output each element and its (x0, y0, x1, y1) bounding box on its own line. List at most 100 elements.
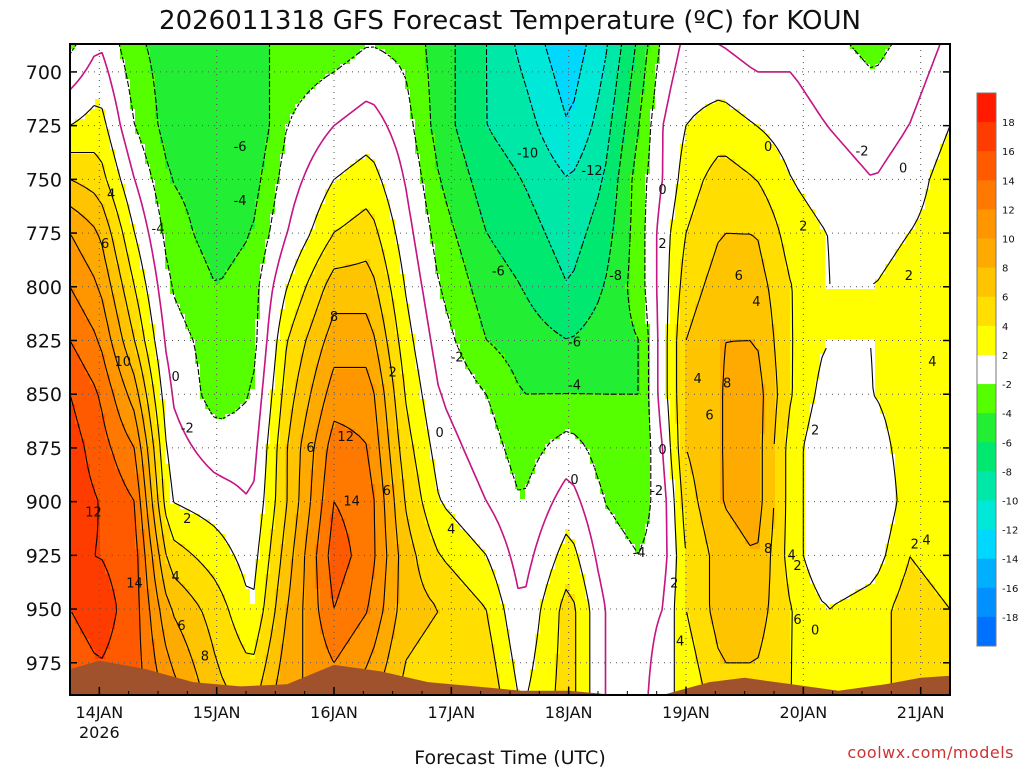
field-cell (90, 454, 96, 460)
field-cell (125, 289, 131, 295)
field-cell (90, 624, 96, 630)
field-cell (80, 334, 86, 340)
field-cell (185, 369, 191, 375)
field-cell (155, 174, 161, 180)
field-cell (75, 654, 81, 660)
field-cell (80, 539, 86, 545)
field-cell (190, 634, 196, 640)
field-cell (90, 314, 96, 320)
field-cell (150, 529, 156, 535)
field-cell (145, 149, 151, 155)
field-cell (150, 139, 156, 145)
field-cell (115, 134, 121, 140)
field-cell (165, 109, 171, 115)
field-cell (85, 304, 91, 310)
field-cell (160, 434, 166, 440)
field-cell (195, 444, 201, 450)
field-cell (200, 74, 206, 80)
field-cell (205, 94, 211, 100)
field-cell (95, 309, 101, 315)
field-cell (130, 424, 136, 430)
field-cell (105, 169, 111, 175)
field-cell (140, 84, 146, 90)
field-cell (105, 104, 111, 110)
field-cell (75, 634, 81, 640)
field-cell (205, 669, 211, 675)
field-cell (170, 314, 176, 320)
field-cell (90, 289, 96, 295)
field-cell (175, 359, 181, 365)
field-cell (155, 564, 161, 570)
field-cell (180, 169, 186, 175)
field-cell (210, 259, 216, 265)
field-cell (180, 464, 186, 470)
field-cell (200, 414, 206, 420)
field-cell (120, 554, 126, 560)
field-cell (120, 299, 126, 305)
field-cell (210, 144, 216, 150)
field-cell (205, 449, 211, 455)
field-cell (125, 64, 131, 70)
field-cell (195, 409, 201, 415)
field-cell (185, 139, 191, 145)
field-cell (90, 449, 96, 455)
field-cell (105, 254, 111, 260)
field-cell (105, 629, 111, 635)
field-cell (210, 359, 216, 365)
field-cell (100, 129, 106, 135)
field-cell (205, 529, 211, 535)
field-cell (165, 64, 171, 70)
field-cell (75, 454, 81, 460)
field-cell (125, 524, 131, 530)
field-cell (210, 629, 216, 635)
field-cell (190, 259, 196, 265)
field-cell (100, 449, 106, 455)
field-cell (100, 94, 106, 100)
field-cell (155, 624, 161, 630)
field-cell (145, 194, 151, 200)
field-cell (210, 564, 216, 570)
field-cell (125, 534, 131, 540)
field-cell (150, 99, 156, 105)
field-cell (140, 474, 146, 480)
field-cell (200, 154, 206, 160)
field-cell (140, 289, 146, 295)
field-cell (85, 614, 91, 620)
field-cell (110, 214, 116, 220)
field-cell (90, 294, 96, 300)
field-cell (185, 339, 191, 345)
field-cell (185, 539, 191, 545)
field-cell (110, 209, 116, 215)
field-cell (175, 644, 181, 650)
field-cell (130, 59, 136, 65)
field-cell (165, 609, 171, 615)
field-cell (125, 549, 131, 555)
field-cell (190, 314, 196, 320)
field-cell (130, 79, 136, 85)
field-cell (120, 154, 126, 160)
field-cell (175, 104, 181, 110)
field-cell (210, 139, 216, 145)
field-cell (185, 309, 191, 315)
field-cell (195, 304, 201, 310)
field-cell (90, 204, 96, 210)
field-cell (160, 274, 166, 280)
field-cell (100, 369, 106, 375)
field-cell (115, 589, 121, 595)
field-cell (180, 534, 186, 540)
field-cell (105, 604, 111, 610)
field-cell (190, 569, 196, 575)
field-cell (125, 609, 131, 615)
field-cell (145, 209, 151, 215)
field-cell (115, 424, 121, 430)
field-cell (180, 184, 186, 190)
field-cell (200, 164, 206, 170)
field-cell (215, 144, 221, 150)
field-cell (80, 534, 86, 540)
field-cell (140, 64, 146, 70)
field-cell (185, 384, 191, 390)
field-cell (75, 509, 81, 515)
field-cell (85, 619, 91, 625)
field-cell (90, 579, 96, 585)
field-cell (85, 204, 91, 210)
